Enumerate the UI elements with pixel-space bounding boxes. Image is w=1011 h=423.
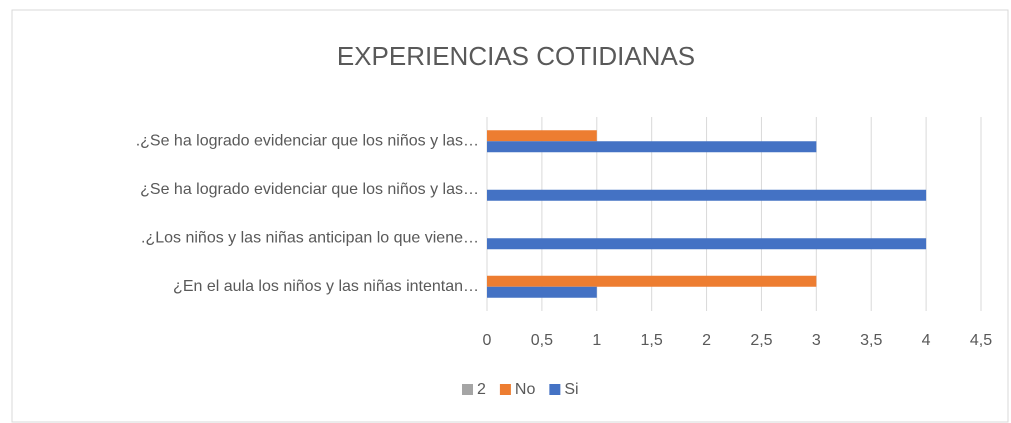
chart-title: EXPERIENCIAS COTIDIANAS [337,41,695,71]
bar [487,189,927,201]
bar [487,275,817,287]
bar [487,286,597,298]
x-tick-label: 3 [812,332,821,349]
legend-swatch [499,384,511,395]
x-tick-label: 4 [922,332,931,349]
x-tick-label: 2,5 [750,332,772,349]
y-tick-label: .¿Los niños y las niñas anticipan lo que… [141,229,479,246]
legend-swatch [462,384,473,395]
y-tick-label: .¿Se ha logrado evidenciar que los niños… [136,132,479,149]
y-tick-label: ¿En el aula los niños y las niñas intent… [173,278,479,295]
x-tick-label: 0 [483,332,492,349]
bar [487,141,817,153]
bar [487,130,597,142]
bar [487,238,927,250]
legend-label: 2 [477,381,486,398]
x-tick-label: 4,5 [970,332,992,349]
chart-border [11,9,1009,423]
legend-label: Si [564,381,578,398]
x-tick-label: 2 [702,332,711,349]
legend-swatch [549,384,561,395]
x-tick-label: 3,5 [860,332,882,349]
legend-label: No [515,381,536,398]
x-tick-label: 1 [592,332,601,349]
x-tick-label: 1,5 [641,332,663,349]
x-tick-label: 0,5 [531,332,553,349]
y-tick-label: ¿Se ha logrado evidenciar que los niños … [140,181,479,198]
